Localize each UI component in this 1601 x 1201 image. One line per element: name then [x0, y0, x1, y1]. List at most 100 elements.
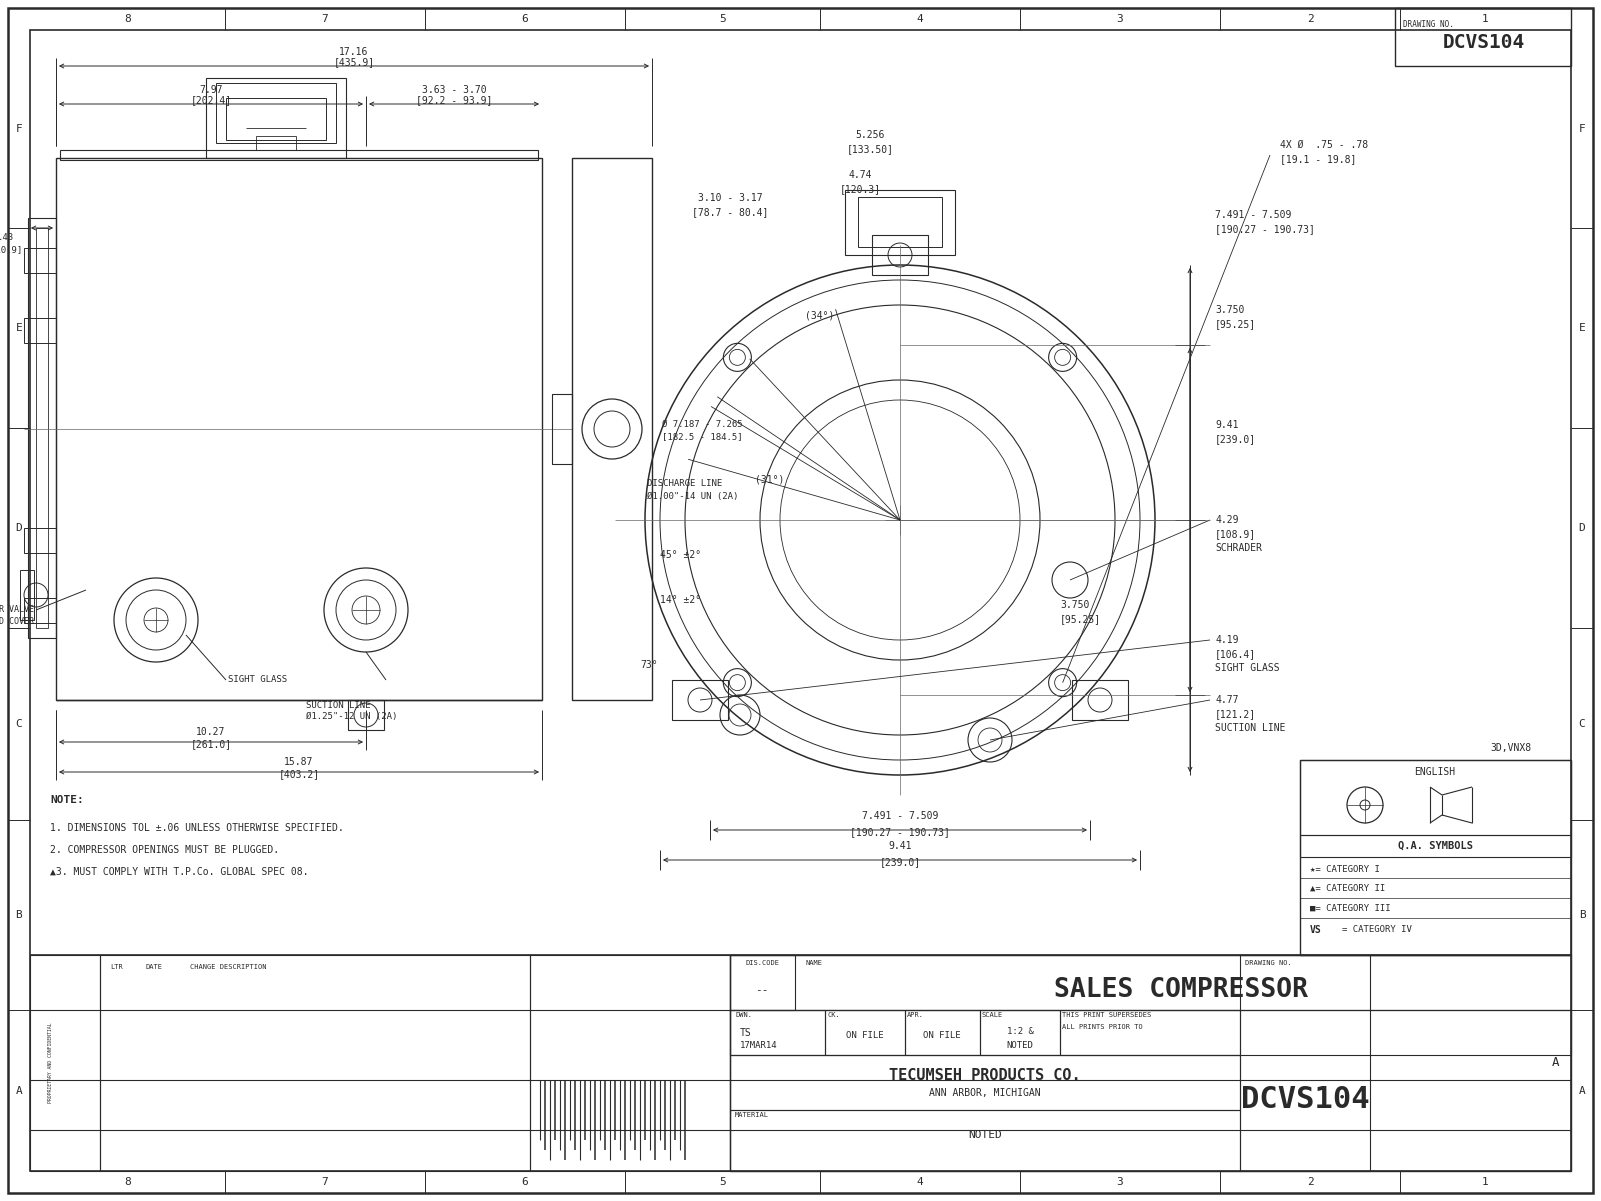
Text: VS: VS [1310, 925, 1322, 936]
Text: Q.A. SYMBOLS: Q.A. SYMBOLS [1398, 841, 1473, 852]
Bar [825, 1010, 905, 1054]
Text: DCVS104: DCVS104 [1443, 32, 1526, 52]
Text: NAME: NAME [805, 960, 821, 966]
Text: Ø1.25"-12 UN (2A): Ø1.25"-12 UN (2A) [306, 712, 397, 722]
Text: 4X Ø  .75 - .78: 4X Ø .75 - .78 [1281, 141, 1369, 150]
Text: TS: TS [740, 1028, 752, 1038]
Text: 1: 1 [1483, 1177, 1489, 1187]
Text: --: -- [756, 985, 768, 994]
Text: SUCTION LINE: SUCTION LINE [1215, 723, 1286, 733]
Text: [95.25]: [95.25] [1060, 614, 1101, 625]
Bar [27, 219, 56, 638]
Text: ■= CATEGORY III: ■= CATEGORY III [1310, 903, 1391, 913]
Bar [59, 150, 538, 160]
Bar [256, 136, 296, 150]
Text: (31°): (31°) [756, 476, 784, 485]
Text: DCVS104: DCVS104 [1241, 1086, 1369, 1115]
Bar [56, 159, 543, 700]
Bar [552, 394, 572, 464]
Text: 3.63 - 3.70: 3.63 - 3.70 [421, 85, 487, 95]
Bar [24, 247, 56, 273]
Text: MATERIAL: MATERIAL [735, 1112, 768, 1118]
Text: Ø1.00"-14 UN (2A): Ø1.00"-14 UN (2A) [647, 491, 738, 501]
Text: E: E [16, 323, 22, 333]
Text: DRAWING NO.: DRAWING NO. [1246, 960, 1292, 966]
Bar [99, 955, 530, 1171]
Text: 17.16: 17.16 [339, 47, 368, 56]
Text: ANN ARBOR, MICHIGAN: ANN ARBOR, MICHIGAN [929, 1088, 1041, 1098]
Bar [1300, 835, 1571, 858]
Bar [873, 235, 929, 275]
Text: 4: 4 [917, 14, 924, 24]
Text: DWN.: DWN. [735, 1012, 752, 1018]
Text: [120.3]: [120.3] [839, 184, 881, 195]
Text: 4.74: 4.74 [849, 171, 873, 180]
Text: 17MAR14: 17MAR14 [740, 1040, 778, 1050]
Text: LTR: LTR [110, 964, 123, 970]
Text: [202.4]: [202.4] [191, 95, 232, 104]
Bar [1060, 1010, 1241, 1054]
Text: NOTED: NOTED [969, 1130, 1002, 1140]
Text: [121.2]: [121.2] [1215, 709, 1257, 719]
Bar [1300, 760, 1571, 955]
Bar [730, 955, 796, 1010]
Text: Ø 7.187 - 7.265: Ø 7.187 - 7.265 [661, 419, 743, 429]
Bar [19, 570, 34, 620]
Text: (34°): (34°) [805, 310, 834, 319]
Text: [435.9]: [435.9] [333, 56, 375, 67]
Text: NOTE:: NOTE: [50, 795, 83, 805]
Bar [1073, 680, 1129, 721]
Text: 7.491 - 7.509: 7.491 - 7.509 [861, 811, 938, 821]
Bar [35, 228, 48, 628]
Text: SIGHT GLASS: SIGHT GLASS [227, 675, 287, 685]
Bar [730, 955, 1571, 1010]
Bar [858, 197, 941, 247]
Text: [403.2]: [403.2] [279, 769, 320, 779]
Text: 1. DIMENSIONS TOL ±.06 UNLESS OTHERWISE SPECIFIED.: 1. DIMENSIONS TOL ±.06 UNLESS OTHERWISE … [50, 823, 344, 833]
Bar [572, 159, 652, 700]
Text: DISCHARGE LINE: DISCHARGE LINE [647, 479, 722, 489]
Text: DIS.CODE: DIS.CODE [744, 960, 780, 966]
Text: A: A [1579, 1086, 1585, 1095]
Text: [239.0]: [239.0] [1215, 434, 1257, 444]
Text: NOTED: NOTED [1007, 1040, 1033, 1050]
Text: [108.9]: [108.9] [1215, 528, 1257, 539]
Text: 5: 5 [719, 14, 725, 24]
Text: B: B [16, 910, 22, 920]
Text: 1:2 &: 1:2 & [1007, 1027, 1033, 1035]
Text: 5: 5 [719, 1177, 725, 1187]
Text: [190.27 - 190.73]: [190.27 - 190.73] [1215, 225, 1314, 234]
Text: 2. COMPRESSOR OPENINGS MUST BE PLUGGED.: 2. COMPRESSOR OPENINGS MUST BE PLUGGED. [50, 846, 279, 855]
Text: F: F [16, 124, 22, 135]
Text: .43: .43 [0, 233, 14, 243]
Bar [1300, 760, 1571, 835]
Bar [226, 98, 327, 141]
Text: 3.10 - 3.17: 3.10 - 3.17 [698, 193, 762, 203]
Text: 3D,VNX8: 3D,VNX8 [1491, 743, 1531, 753]
Text: [261.0]: [261.0] [191, 739, 232, 749]
Text: 4.29: 4.29 [1215, 515, 1239, 525]
Text: C: C [1579, 719, 1585, 729]
Bar [207, 78, 346, 159]
Text: [182.5 - 184.5]: [182.5 - 184.5] [661, 432, 743, 442]
Text: [19.1 - 19.8]: [19.1 - 19.8] [1281, 154, 1356, 165]
Text: 8: 8 [125, 14, 131, 24]
Text: THIS PRINT SUPERSEDES: THIS PRINT SUPERSEDES [1061, 1012, 1151, 1018]
Text: SCHRADER: SCHRADER [1215, 543, 1262, 552]
Text: DATE: DATE [146, 964, 162, 970]
Text: ON FILE: ON FILE [847, 1030, 884, 1040]
Text: ★= CATEGORY I: ★= CATEGORY I [1310, 866, 1380, 874]
Text: CK.: CK. [828, 1012, 841, 1018]
Text: [239.0]: [239.0] [879, 858, 921, 867]
Text: ON FILE: ON FILE [924, 1030, 961, 1040]
Text: SALES COMPRESSOR: SALES COMPRESSOR [1053, 976, 1308, 1003]
Text: 73°: 73° [640, 661, 658, 670]
Text: 9.41: 9.41 [889, 841, 911, 852]
Text: 14° ±2°: 14° ±2° [660, 594, 701, 605]
Text: ▲3. MUST COMPLY WITH T.P.Co. GLOBAL SPEC 08.: ▲3. MUST COMPLY WITH T.P.Co. GLOBAL SPEC… [50, 867, 309, 877]
Text: 4: 4 [917, 1177, 924, 1187]
Bar [730, 1054, 1241, 1110]
Text: C: C [16, 719, 22, 729]
Text: SIGHT GLASS: SIGHT GLASS [1215, 663, 1279, 673]
Text: 3.750: 3.750 [1060, 600, 1089, 610]
